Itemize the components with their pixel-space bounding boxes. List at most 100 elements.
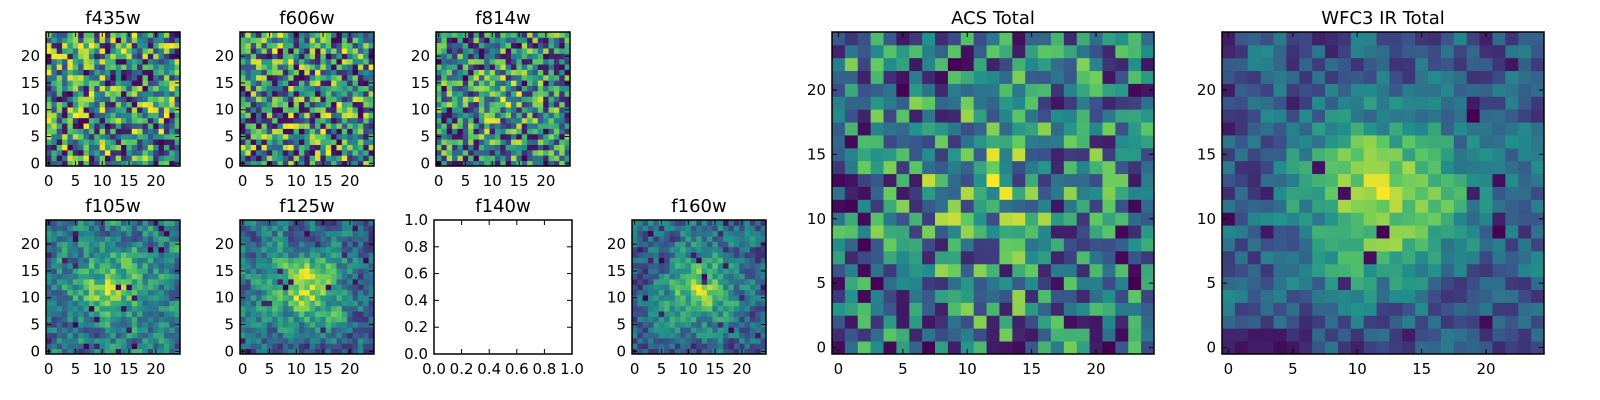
heatmap-cell [126, 144, 133, 151]
heatmap-cell [516, 128, 523, 135]
heatmap-cell [121, 316, 127, 323]
heatmap-cell [62, 348, 68, 355]
heatmap-cell [1337, 199, 1352, 213]
heatmap-cell [760, 273, 767, 280]
heatmap-cell [909, 135, 923, 149]
heatmap-cell [78, 155, 84, 162]
heatmap-cell [336, 295, 343, 301]
heatmap-cell [1089, 315, 1103, 329]
heatmap-cell [78, 295, 84, 301]
heatmap-cell [832, 135, 846, 149]
heatmap-cell [62, 107, 68, 113]
heatmap-cell [83, 316, 90, 323]
heatmap-cell [712, 316, 719, 323]
heatmap-cell [1115, 32, 1129, 46]
heatmap-cell [250, 241, 257, 248]
heatmap-cell [341, 117, 348, 124]
heatmap-cell [462, 112, 469, 119]
heatmap-cell [1063, 147, 1078, 162]
heatmap-cell [755, 300, 762, 307]
heatmap-cell [67, 128, 74, 135]
heatmap-cell [701, 225, 708, 232]
heatmap-cell [347, 128, 353, 135]
heatmap-cell [1025, 315, 1039, 329]
heatmap-cell [110, 112, 117, 119]
heatmap-cell [153, 155, 159, 162]
heatmap-cell [935, 173, 949, 187]
heatmap-cell [94, 327, 100, 333]
heatmap-cell [494, 37, 501, 44]
heatmap-cell [1492, 225, 1506, 239]
heatmap-cell [99, 241, 106, 248]
heatmap-cell [94, 332, 100, 339]
heatmap-cell [478, 96, 485, 103]
heatmap-cell [368, 273, 375, 280]
heatmap-cell [368, 149, 375, 156]
heatmap-cell [288, 42, 294, 49]
heatmap-cell [245, 149, 252, 156]
heatmap-cell [309, 262, 316, 269]
heatmap-cell [436, 74, 442, 81]
heatmap-cell [1025, 109, 1039, 123]
x-tick-label: 5 [461, 172, 471, 190]
heatmap-cell [341, 149, 348, 156]
heatmap-cell [728, 252, 735, 258]
heatmap-cell [341, 305, 348, 312]
heatmap-cell [712, 337, 719, 344]
heatmap-cell [674, 305, 681, 312]
heatmap-cell [309, 305, 316, 312]
heatmap-cell [484, 139, 490, 145]
heatmap-cell [78, 289, 84, 296]
heatmap-cell [315, 278, 321, 285]
heatmap-cell [266, 289, 273, 296]
heatmap-cell [844, 315, 859, 329]
heatmap-cell [489, 112, 496, 119]
heatmap-cell [169, 305, 176, 312]
heatmap-cell [266, 284, 273, 291]
heatmap-cell [83, 305, 90, 312]
heatmap-cell [723, 305, 729, 312]
heatmap-cell [537, 133, 544, 140]
heatmap-cell [51, 236, 58, 242]
heatmap-cell [51, 155, 58, 162]
heatmap-cell [664, 311, 670, 317]
heatmap-cell [1505, 289, 1519, 303]
heatmap-cell [341, 236, 348, 242]
heatmap-cell [559, 101, 566, 108]
heatmap-cell [832, 250, 846, 265]
heatmap-cell [1115, 276, 1129, 290]
heatmap-cell [56, 327, 63, 333]
heatmap-cell [153, 316, 159, 323]
heatmap-cell [548, 80, 555, 86]
heatmap-cell [131, 316, 138, 323]
heatmap-cell [341, 257, 348, 264]
heatmap-cell [1025, 250, 1039, 265]
heatmap-cell [288, 101, 294, 108]
heatmap-cell [553, 96, 560, 103]
heatmap-cell [293, 252, 300, 258]
heatmap-cell [282, 155, 289, 162]
heatmap-cell [844, 263, 859, 278]
heatmap-cell [1089, 328, 1103, 342]
heatmap-cell [153, 80, 159, 86]
heatmap-cell [250, 160, 257, 167]
heatmap-cell [336, 332, 343, 339]
heatmap-cell [441, 80, 448, 86]
heatmap-cell [468, 85, 474, 92]
heatmap-cell [62, 305, 68, 312]
heatmap-cell [137, 273, 143, 280]
heatmap-cell [250, 327, 257, 333]
heatmap-cell [527, 58, 533, 65]
heatmap-cell [653, 305, 660, 312]
heatmap-cell [999, 315, 1013, 329]
heatmap-cell [441, 74, 448, 81]
heatmap-cell [1012, 57, 1026, 72]
heatmap-cell [674, 220, 681, 226]
heatmap-cell [282, 241, 289, 248]
heatmap-cell [527, 37, 533, 44]
heatmap-cell [1479, 250, 1493, 265]
heatmap-cell [331, 32, 337, 38]
heatmap-cell [304, 37, 311, 44]
heatmap-cell [1299, 328, 1313, 342]
heatmap-cell [1222, 199, 1236, 213]
